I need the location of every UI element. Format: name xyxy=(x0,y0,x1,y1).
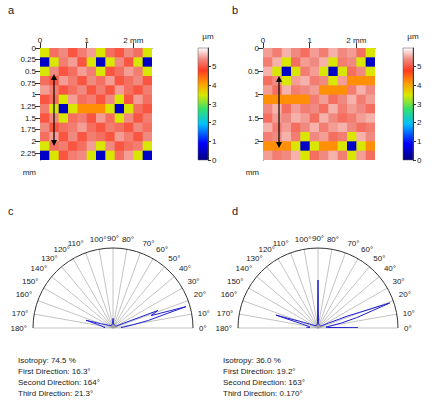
svg-text:80°: 80° xyxy=(327,235,339,244)
svg-text:130°: 130° xyxy=(41,254,58,263)
svg-text:mm: mm xyxy=(246,168,260,177)
svg-text:1.75: 1.75 xyxy=(20,125,36,134)
svg-text:140°: 140° xyxy=(31,264,48,273)
svg-text:0: 0 xyxy=(261,36,266,45)
svg-text:0: 0 xyxy=(32,44,37,53)
svg-text:70°: 70° xyxy=(347,239,359,248)
svg-text:0.5: 0.5 xyxy=(25,67,37,76)
svg-text:0: 0 xyxy=(417,156,422,165)
svg-text:c: c xyxy=(8,205,14,217)
svg-text:60°: 60° xyxy=(361,245,373,254)
svg-text:2: 2 xyxy=(417,118,422,127)
svg-text:80°: 80° xyxy=(122,235,134,244)
svg-text:30°: 30° xyxy=(187,277,199,286)
svg-text:2 mm: 2 mm xyxy=(346,36,366,45)
svg-text:Third Direction: 0.170°: Third Direction: 0.170° xyxy=(223,389,303,398)
svg-text:160°: 160° xyxy=(221,290,238,299)
svg-text:4: 4 xyxy=(212,81,217,90)
svg-text:20°: 20° xyxy=(399,290,411,299)
svg-text:90°: 90° xyxy=(312,234,324,243)
svg-text:150°: 150° xyxy=(22,277,39,286)
svg-text:1: 1 xyxy=(417,137,422,146)
svg-text:2.25: 2.25 xyxy=(20,149,36,158)
svg-text:0.75: 0.75 xyxy=(20,79,36,88)
svg-text:1: 1 xyxy=(32,90,37,99)
svg-text:0: 0 xyxy=(212,156,217,165)
svg-text:90°: 90° xyxy=(107,234,119,243)
svg-text:180°: 180° xyxy=(10,324,27,333)
svg-text:First Direction: 19.2°: First Direction: 19.2° xyxy=(223,367,296,376)
svg-text:1: 1 xyxy=(84,36,89,45)
svg-text:120°: 120° xyxy=(258,245,275,254)
svg-text:30°: 30° xyxy=(392,277,404,286)
svg-text:1: 1 xyxy=(255,90,260,99)
svg-text:50°: 50° xyxy=(168,254,180,263)
svg-text:1.25: 1.25 xyxy=(20,102,36,111)
svg-text:Third Direction: 21.3°: Third Direction: 21.3° xyxy=(18,389,93,398)
svg-text:d: d xyxy=(232,205,238,217)
svg-text:130°: 130° xyxy=(246,254,263,263)
svg-text:5: 5 xyxy=(212,62,217,71)
svg-text:2: 2 xyxy=(212,118,217,127)
svg-text:0°: 0° xyxy=(404,324,412,333)
svg-text:180°: 180° xyxy=(215,324,232,333)
svg-text:100°: 100° xyxy=(90,235,107,244)
svg-text:a: a xyxy=(8,4,15,16)
svg-text:Second Direction: 164°: Second Direction: 164° xyxy=(18,378,100,387)
svg-text:10°: 10° xyxy=(198,309,210,318)
svg-text:Isotropy: 36.0 %: Isotropy: 36.0 % xyxy=(223,356,281,365)
svg-text:0: 0 xyxy=(38,36,43,45)
svg-text:mm: mm xyxy=(23,168,37,177)
svg-text:40°: 40° xyxy=(384,264,396,273)
svg-text:0.25: 0.25 xyxy=(20,55,36,64)
svg-text:0.5: 0.5 xyxy=(248,67,260,76)
svg-text:170°: 170° xyxy=(12,309,29,318)
svg-text:170°: 170° xyxy=(217,309,234,318)
svg-text:4: 4 xyxy=(417,81,422,90)
svg-text:2: 2 xyxy=(32,137,37,146)
svg-text:120°: 120° xyxy=(53,245,70,254)
svg-text:1.5: 1.5 xyxy=(248,114,260,123)
svg-text:1: 1 xyxy=(307,36,312,45)
svg-text:10°: 10° xyxy=(403,309,415,318)
svg-text:3: 3 xyxy=(417,100,422,109)
svg-text:40°: 40° xyxy=(179,264,191,273)
svg-text:3: 3 xyxy=(212,100,217,109)
svg-text:2: 2 xyxy=(255,137,260,146)
svg-text:b: b xyxy=(232,4,238,16)
svg-text:1: 1 xyxy=(212,137,217,146)
svg-text:1.5: 1.5 xyxy=(25,114,37,123)
svg-text:150°: 150° xyxy=(227,277,244,286)
svg-text:5: 5 xyxy=(417,62,422,71)
svg-text:50°: 50° xyxy=(373,254,385,263)
svg-text:0°: 0° xyxy=(199,324,207,333)
svg-text:0: 0 xyxy=(255,44,260,53)
svg-text:140°: 140° xyxy=(236,264,253,273)
svg-text:110°: 110° xyxy=(68,239,84,248)
svg-text:µm: µm xyxy=(407,32,419,41)
svg-text:110°: 110° xyxy=(273,239,289,248)
svg-text:2 mm: 2 mm xyxy=(123,36,143,45)
svg-text:First Direction: 16.3°: First Direction: 16.3° xyxy=(18,367,91,376)
svg-text:Isotropy: 74.5 %: Isotropy: 74.5 % xyxy=(18,356,76,365)
svg-text:70°: 70° xyxy=(142,239,154,248)
svg-text:µm: µm xyxy=(202,32,214,41)
svg-text:160°: 160° xyxy=(16,290,33,299)
svg-text:60°: 60° xyxy=(156,245,168,254)
svg-text:100°: 100° xyxy=(295,235,312,244)
svg-text:20°: 20° xyxy=(194,290,206,299)
svg-text:Second Direction: 163°: Second Direction: 163° xyxy=(223,378,305,387)
